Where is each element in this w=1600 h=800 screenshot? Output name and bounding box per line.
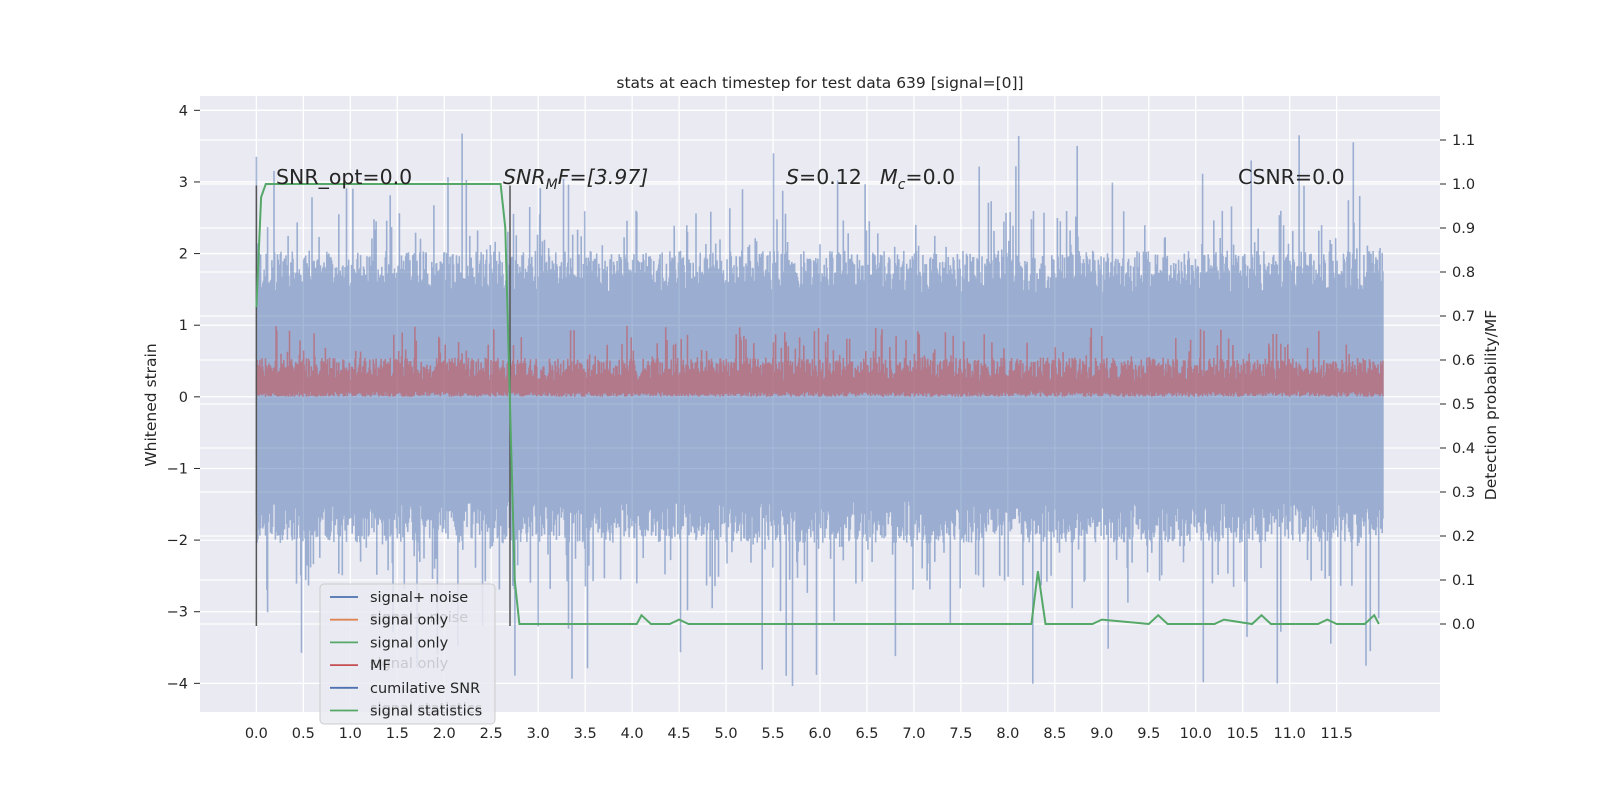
legend-label: signal statistics	[370, 704, 482, 720]
legend-label: cumilative SNR	[370, 681, 480, 697]
y-tick-label-left: −3	[167, 605, 188, 621]
annotation-mc-rest: =0.0	[905, 165, 955, 189]
y-tick-label-left: 0	[179, 390, 188, 406]
y-tick-label-right: 0.4	[1452, 441, 1475, 457]
y-tick-label-left: −2	[167, 533, 188, 549]
annotation-snr-mf-sub: M	[546, 177, 558, 193]
y-tick-label-right: 0.5	[1452, 397, 1475, 413]
annotation-snr-mf-main: SNR	[503, 165, 546, 189]
x-tick-label: 9.5	[1137, 726, 1160, 742]
x-tick-label: 5.5	[761, 726, 784, 742]
legend-ghost-3: signal statistics	[370, 701, 482, 717]
x-tick-label: 2.5	[480, 726, 503, 742]
legend-label: signal only	[370, 613, 449, 629]
y-tick-label-left: −1	[167, 461, 188, 477]
x-tick-label: 3.0	[527, 726, 550, 742]
y-tick-label-right: 0.2	[1452, 529, 1475, 545]
annotation-s-rest: =0.12	[799, 165, 862, 189]
x-tick-label: 7.5	[949, 726, 972, 742]
x-tick-label: 8.5	[1043, 726, 1066, 742]
annotation-csnr: CSNR=0.0	[1238, 165, 1345, 189]
y-tick-label-left: 2	[179, 247, 188, 263]
annotation-snr-opt: SNR_opt=0.0	[276, 165, 412, 190]
y-tick-label-right: 0.0	[1452, 617, 1475, 633]
y-tick-label-right: 0.3	[1452, 485, 1475, 501]
legend-label: signal+ noise	[370, 590, 468, 606]
y-tick-label-left: −4	[167, 676, 188, 692]
x-tick-label: 1.5	[386, 726, 409, 742]
x-tick-label: 0.5	[292, 726, 315, 742]
y-tick-label-right: 0.1	[1452, 573, 1475, 589]
y-tick-label-right: 0.7	[1452, 309, 1475, 325]
annotation-s-var: S	[786, 165, 799, 189]
legend-ghost-text: signal+ noise signal only signal statist…	[370, 610, 482, 717]
annotation-snr-mf: SNRMF=[3.97]	[503, 165, 648, 193]
y-tick-label-left: 4	[179, 103, 188, 119]
x-tick-label: 5.0	[715, 726, 738, 742]
annotation-s: S=0.12	[786, 165, 862, 189]
annotation-snr-mf-rest: F=[3.97]	[558, 165, 649, 189]
legend-label: MF	[370, 658, 391, 674]
y-tick-label-left: 3	[179, 175, 188, 191]
chart-title: stats at each timestep for test data 639…	[616, 74, 1023, 92]
y-tick-label-right: 0.8	[1452, 265, 1475, 281]
y-axis-label-left: Whitened strain	[142, 343, 160, 466]
y-tick-label-right: 0.6	[1452, 353, 1475, 369]
annotation-mc-sub: c	[898, 177, 906, 193]
x-tick-label: 7.0	[902, 726, 925, 742]
x-tick-label: 6.0	[808, 726, 831, 742]
x-tick-label: 8.0	[996, 726, 1019, 742]
y-tick-label-right: 1.1	[1452, 133, 1475, 149]
x-tick-label: 4.0	[621, 726, 644, 742]
x-tick-label: 6.5	[855, 726, 878, 742]
legend-ghost-1: signal+ noise	[370, 610, 468, 626]
annotation-mc: Mc=0.0	[880, 165, 955, 193]
y-axis-label-right: Detection probability/MF	[1482, 310, 1500, 501]
x-tick-labels: 0.0 0.5 1.0 1.5 2.0 2.5 3.0 3.5 4.0 4.5 5.0 5.5 6.0 6…	[245, 726, 1353, 742]
legend-label: signal only	[370, 635, 449, 651]
y-tick-labels-left: −4 −3 −2 −1 0 1 2 3 4	[167, 103, 200, 692]
y-tick-label-left: 1	[179, 318, 188, 334]
legend: signal+ noise signal only signal statist…	[319, 583, 496, 725]
y-tick-label-right: 1.0	[1452, 177, 1475, 193]
x-tick-label: 10.5	[1227, 726, 1259, 742]
x-tick-label: 1.0	[339, 726, 362, 742]
signal-statistics-line	[255, 183, 1380, 626]
x-tick-label: 2.0	[433, 726, 456, 742]
x-tick-label: 11.0	[1274, 726, 1306, 742]
x-tick-label: 11.5	[1321, 726, 1353, 742]
legend-ghost-2: signal only	[370, 656, 449, 672]
legend-box	[319, 583, 496, 725]
y-tick-label-right: 0.9	[1452, 221, 1475, 237]
annotations: SNR_opt=0.0 SNRMF=[3.97] S=0.12 Mc=0.0 C…	[276, 165, 1345, 193]
x-tick-label: 10.0	[1180, 726, 1212, 742]
x-tick-label: 0.0	[245, 726, 268, 742]
x-tick-label: 9.0	[1090, 726, 1113, 742]
x-tick-label: 3.5	[574, 726, 597, 742]
y-tick-labels-right: 0.0 0.1 0.2 0.3 0.4 0.5 0.6 0.7 0.8 0.9 1.0 1.1	[1440, 133, 1475, 633]
series-signal-statistics	[255, 183, 1380, 626]
annotation-mc-var: M	[880, 165, 898, 189]
x-tick-label: 4.5	[668, 726, 691, 742]
